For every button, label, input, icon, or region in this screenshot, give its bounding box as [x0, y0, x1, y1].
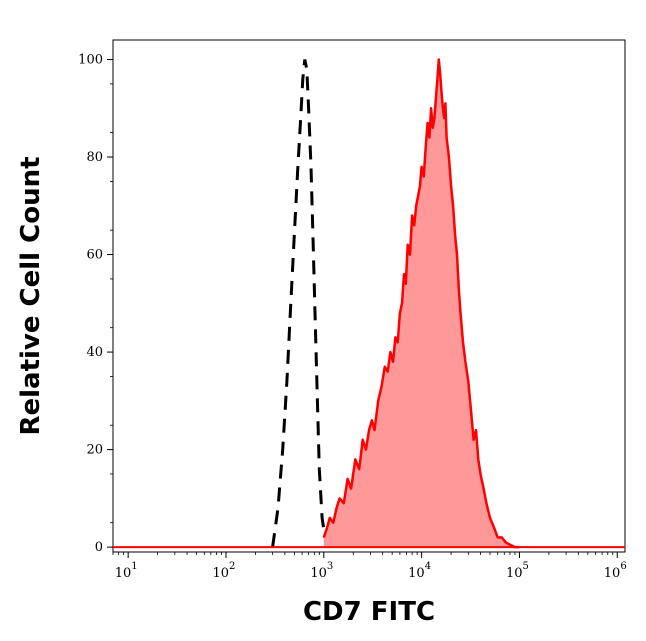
y-tick-label: 80: [86, 150, 103, 165]
plot-frame: [112, 39, 626, 553]
y-tick-label: 40: [86, 345, 103, 360]
x-tick-label: 104: [408, 561, 431, 581]
x-tick-label: 103: [310, 561, 333, 581]
x-axis-ticks: 101 102 103 104 105 106: [112, 552, 627, 581]
x-tick-label: 102: [213, 561, 236, 581]
y-tick-label: 100: [78, 53, 103, 68]
x-axis-title: CD7 FITC: [303, 597, 435, 627]
y-axis-title: Relative Cell Count: [16, 156, 46, 435]
y-tick-label: 20: [86, 443, 103, 458]
y-axis-ticks: 0 20 40 60 80 100: [78, 53, 113, 555]
y-tick-label: 60: [86, 248, 103, 263]
x-tick-label: 105: [506, 561, 529, 581]
y-tick-label: 0: [95, 540, 103, 555]
x-tick-label: 106: [604, 561, 627, 581]
isotype-control-dashed-line: [271, 59, 339, 549]
sample-histogram-line: [322, 58, 520, 549]
x-tick-label: 101: [115, 561, 138, 581]
series-layer: [113, 58, 625, 549]
